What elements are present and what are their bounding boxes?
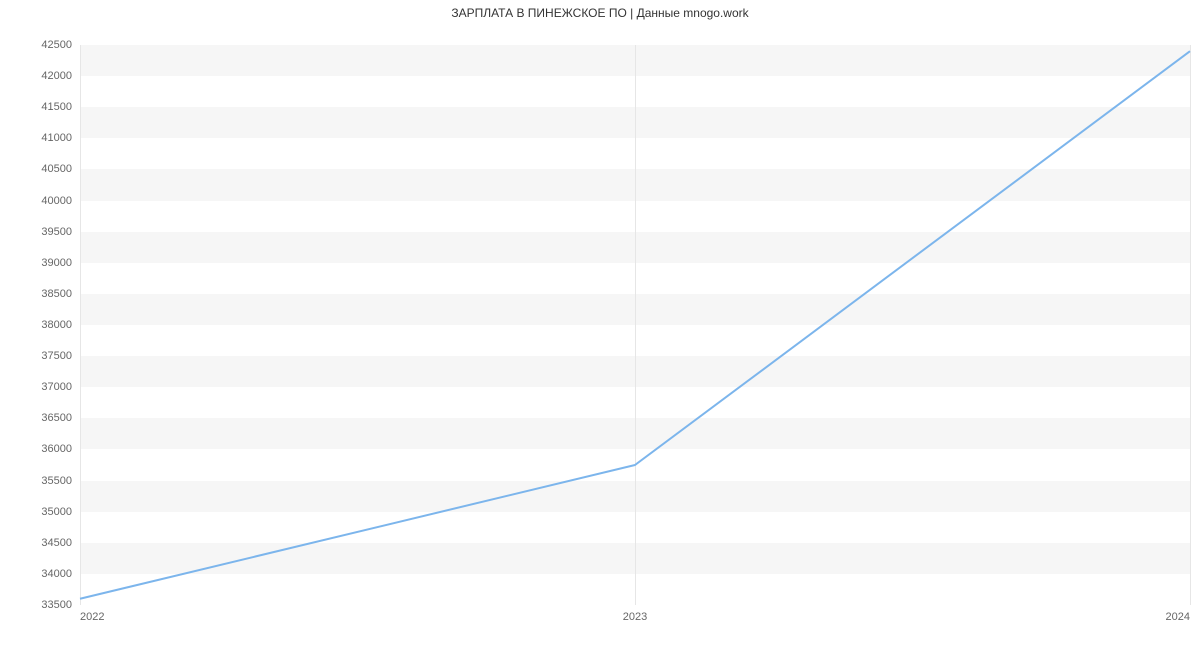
x-gridline	[1190, 45, 1191, 605]
y-tick-label: 42500	[41, 39, 72, 51]
x-tick-label: 2023	[623, 611, 647, 623]
series-line-salary	[80, 51, 1190, 599]
y-tick-label: 34000	[41, 568, 72, 580]
y-tick-label: 40000	[41, 195, 72, 207]
plot-area: 3350034000345003500035500360003650037000…	[80, 45, 1190, 605]
y-tick-label: 39500	[41, 226, 72, 238]
y-tick-label: 39000	[41, 257, 72, 269]
y-tick-label: 41000	[41, 132, 72, 144]
y-tick-label: 42000	[41, 70, 72, 82]
x-tick-label: 2024	[1166, 611, 1190, 623]
y-tick-label: 40500	[41, 163, 72, 175]
y-tick-label: 34500	[41, 537, 72, 549]
y-tick-label: 36500	[41, 412, 72, 424]
chart-area: 3350034000345003500035500360003650037000…	[80, 45, 1190, 605]
y-tick-label: 37000	[41, 381, 72, 393]
y-tick-label: 35000	[41, 506, 72, 518]
y-tick-label: 33500	[41, 599, 72, 611]
y-tick-label: 35500	[41, 475, 72, 487]
y-tick-label: 38500	[41, 288, 72, 300]
chart-title: ЗАРПЛАТА В ПИНЕЖСКОЕ ПО | Данные mnogo.w…	[0, 6, 1200, 20]
y-tick-label: 41500	[41, 101, 72, 113]
y-tick-label: 38000	[41, 319, 72, 331]
y-tick-label: 36000	[41, 443, 72, 455]
x-tick-label: 2022	[80, 611, 104, 623]
series-layer	[80, 45, 1190, 605]
y-tick-label: 37500	[41, 350, 72, 362]
